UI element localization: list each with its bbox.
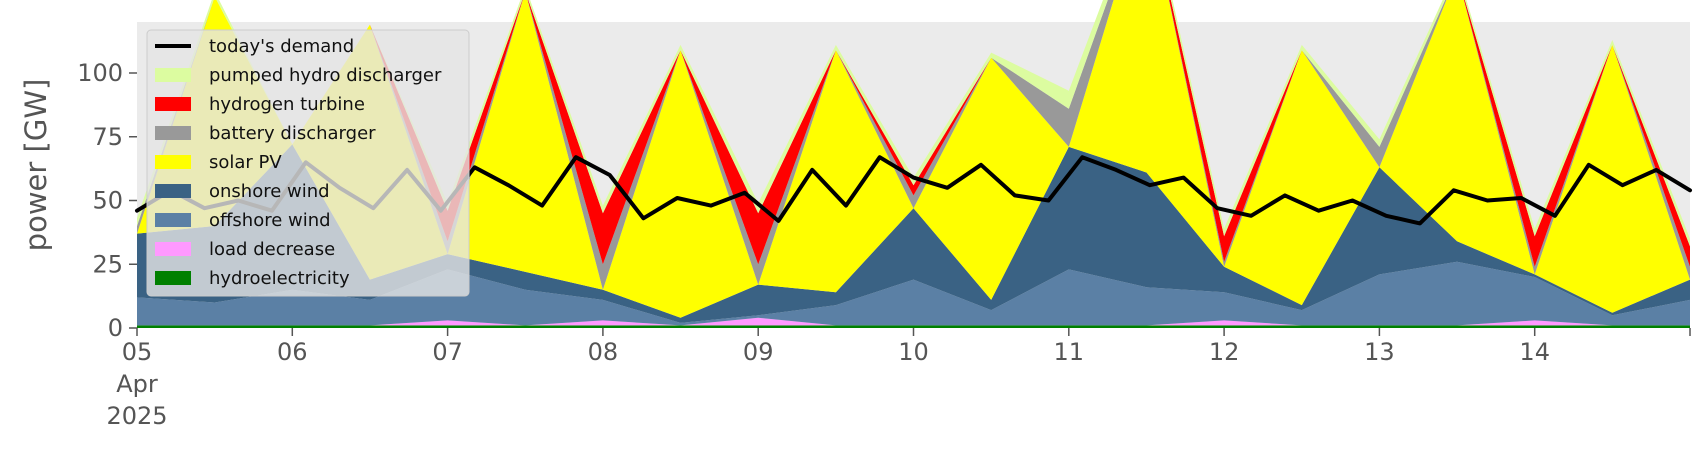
y-tick-label: 75 (92, 123, 123, 151)
legend-frame (146, 29, 470, 297)
axes: 0 25 50 75 100 05 Apr 2025 06 07 08 09 10 11 12 13 14 (77, 59, 1691, 430)
area-hydroelectricity (137, 325, 1690, 328)
legend-item-onshore-wind-label: onshore wind (209, 181, 330, 202)
y-tick-label: 100 (77, 59, 123, 87)
x-tick-label: 09 (743, 338, 774, 366)
legend-item-offshore-wind-swatch (155, 213, 191, 227)
x-tick-label: 14 (1519, 338, 1550, 366)
legend-item-onshore-wind-swatch (155, 184, 191, 198)
x-tick-label: 06 (277, 338, 308, 366)
x-tick-label: 12 (1209, 338, 1240, 366)
legend-item-solar-pv-swatch (155, 155, 191, 169)
legend-item-today-s-demand-label: today's demand (209, 36, 354, 57)
x-tick-label: 07 (432, 338, 463, 366)
area-offshore-wind (137, 261, 1690, 326)
legend: today's demand pumped hydro discharger hyd… (146, 29, 470, 297)
x-tick-label: 13 (1364, 338, 1395, 366)
x-tick-label: 10 (898, 338, 929, 366)
x-tick-label: 2025 (106, 402, 167, 430)
y-tick-label: 0 (108, 314, 123, 342)
area-series-group (137, 0, 1690, 328)
y-tick-label: 25 (92, 250, 123, 278)
area-hydrogen-turbine (137, 0, 1690, 267)
legend-item-battery-discharger-swatch (155, 126, 191, 140)
y-axis-title: power [GW] (19, 79, 53, 252)
legend-item-hydroelectricity-swatch (155, 271, 191, 285)
legend-item-hydrogen-turbine-label: hydrogen turbine (209, 94, 365, 115)
legend-item-load-decrease-swatch (155, 242, 191, 256)
legend-item-pumped-hydro-discharger-swatch (155, 68, 191, 82)
x-tick-label: 08 (588, 338, 619, 366)
x-tick-label: 05 (122, 338, 153, 366)
x-tick-label: 11 (1054, 338, 1085, 366)
legend-item-pumped-hydro-discharger-label: pumped hydro discharger (209, 65, 442, 86)
legend-item-battery-discharger-label: battery discharger (209, 123, 376, 144)
legend-item-hydrogen-turbine-swatch (155, 97, 191, 111)
legend-item-load-decrease-label: load decrease (209, 239, 335, 260)
legend-item-solar-pv-label: solar PV (209, 152, 282, 173)
area-onshore-wind (137, 144, 1690, 323)
legend-item-hydroelectricity-label: hydroelectricity (209, 268, 350, 289)
legend-item-offshore-wind-label: offshore wind (209, 210, 331, 231)
x-tick-label: Apr (116, 370, 158, 398)
y-tick-label: 50 (92, 187, 123, 215)
area-load-decrease (137, 317, 1690, 326)
area-solar-pv (137, 0, 1690, 318)
